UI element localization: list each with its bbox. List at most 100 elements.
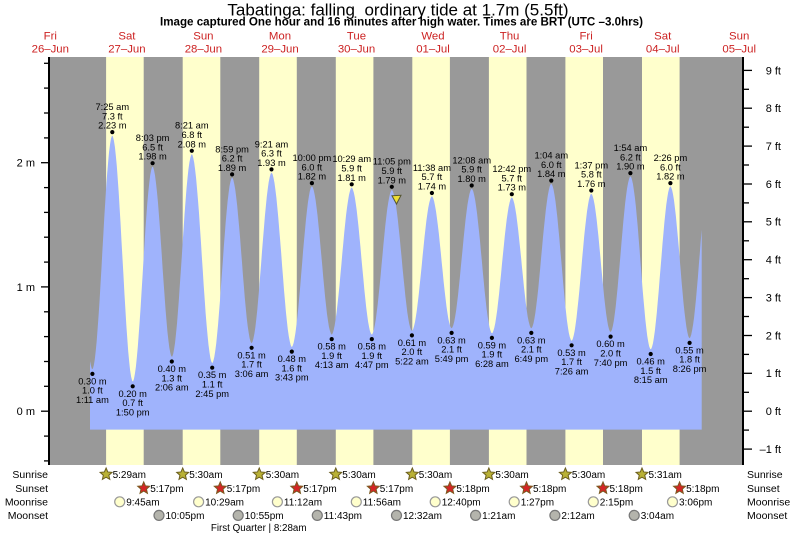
svg-text:6.5 ft: 6.5 ft [142,142,163,152]
svg-text:7 ft: 7 ft [766,141,781,153]
svg-text:2.0 ft: 2.0 ft [402,347,423,357]
svg-text:0.48 m: 0.48 m [278,354,307,364]
svg-text:12:40pm: 12:40pm [442,497,481,508]
svg-text:6.2 ft: 6.2 ft [222,154,243,164]
svg-text:3:04am: 3:04am [641,511,674,522]
svg-text:28–Jun: 28–Jun [185,44,222,56]
svg-text:Sat: Sat [118,31,136,43]
svg-text:5:29am: 5:29am [113,470,146,481]
svg-text:03–Jul: 03–Jul [569,44,603,56]
svg-text:1.82 m: 1.82 m [298,172,327,182]
svg-text:12:32am: 12:32am [403,511,442,522]
svg-text:1.6 ft: 1.6 ft [281,363,302,373]
svg-text:5.7 ft: 5.7 ft [501,173,522,183]
svg-text:0.40 m: 0.40 m [158,364,187,374]
svg-text:29–Jun: 29–Jun [261,44,298,56]
svg-text:1.89 m: 1.89 m [218,163,247,173]
svg-text:1.9 ft: 1.9 ft [482,350,503,360]
svg-text:11:05 pm: 11:05 pm [373,157,411,167]
svg-text:5.8 ft: 5.8 ft [581,170,602,180]
svg-text:9 ft: 9 ft [766,65,781,77]
svg-text:1:37 pm: 1:37 pm [575,160,609,170]
svg-text:12:08 am: 12:08 am [452,155,491,165]
svg-text:2.23 m: 2.23 m [98,121,127,131]
svg-text:5:49 pm: 5:49 pm [435,354,469,364]
svg-text:11:12am: 11:12am [284,497,322,508]
svg-text:2:06 am: 2:06 am [155,383,189,393]
svg-text:01–Jul: 01–Jul [416,44,450,56]
svg-text:4:47 pm: 4:47 pm [355,360,389,370]
svg-text:6.0 ft: 6.0 ft [660,162,681,172]
svg-text:1.82 m: 1.82 m [656,172,685,182]
svg-text:5:30am: 5:30am [266,470,299,481]
svg-text:Fri: Fri [579,31,592,43]
svg-text:1.76 m: 1.76 m [577,179,606,189]
svg-text:5:18pm: 5:18pm [686,484,719,495]
svg-text:1.3 ft: 1.3 ft [161,373,182,383]
svg-text:10:05pm: 10:05pm [166,511,205,522]
svg-text:0 m: 0 m [17,406,35,418]
svg-text:0.61 m: 0.61 m [398,338,427,348]
svg-text:–1 ft: –1 ft [760,444,781,456]
svg-text:0 ft: 0 ft [766,406,781,418]
svg-text:7:25 am: 7:25 am [96,102,130,112]
svg-text:2.1 ft: 2.1 ft [441,345,462,355]
svg-text:2:12am: 2:12am [561,511,594,522]
svg-text:Wed: Wed [421,31,444,43]
svg-text:1.5 ft: 1.5 ft [640,366,661,376]
svg-text:Tabatinga: falling ordinary t: Tabatinga: falling ordinary tide at 1.7m… [227,1,568,20]
svg-text:11:38 am: 11:38 am [413,163,451,173]
svg-text:7.3 ft: 7.3 ft [102,111,123,121]
svg-text:2:15pm: 2:15pm [600,497,633,508]
svg-text:3 ft: 3 ft [766,293,781,305]
svg-text:6.8 ft: 6.8 ft [181,130,202,140]
svg-text:Moonrise: Moonrise [747,497,790,509]
svg-text:6.2 ft: 6.2 ft [620,152,641,162]
svg-text:10:55pm: 10:55pm [245,511,284,522]
svg-text:First Quarter | 8:28am: First Quarter | 8:28am [211,523,307,534]
svg-text:0.7 ft: 0.7 ft [122,398,143,408]
svg-text:5.9 ft: 5.9 ft [461,165,482,175]
svg-text:3:43 pm: 3:43 pm [275,373,309,383]
svg-text:1:21am: 1:21am [482,511,515,522]
svg-text:30–Jun: 30–Jun [338,44,375,56]
svg-text:Sun: Sun [193,31,213,43]
svg-text:5:18pm: 5:18pm [533,484,566,495]
svg-text:0.51 m: 0.51 m [237,350,266,360]
svg-text:0.60 m: 0.60 m [596,339,625,349]
svg-text:6 ft: 6 ft [766,179,781,191]
svg-text:1.98 m: 1.98 m [138,152,167,162]
svg-text:1.8 ft: 1.8 ft [679,355,700,365]
svg-text:1.73 m: 1.73 m [498,183,527,193]
svg-text:10:00 pm: 10:00 pm [293,153,332,163]
svg-text:5 ft: 5 ft [766,217,781,229]
svg-text:6.3 ft: 6.3 ft [261,149,282,159]
svg-text:5:22 am: 5:22 am [395,357,429,367]
svg-text:6.0 ft: 6.0 ft [302,162,323,172]
svg-text:1.84 m: 1.84 m [537,169,566,179]
svg-text:02–Jul: 02–Jul [493,44,527,56]
svg-text:Sunset: Sunset [15,483,48,495]
svg-text:8:26 pm: 8:26 pm [673,364,707,374]
svg-text:3:06pm: 3:06pm [679,497,712,508]
svg-text:5:30am: 5:30am [572,470,605,481]
svg-text:Mon: Mon [269,31,291,43]
svg-text:0.30 m: 0.30 m [78,376,107,386]
svg-text:9:45am: 9:45am [126,497,159,508]
svg-text:1 m: 1 m [17,282,35,294]
svg-text:6:28 am: 6:28 am [475,359,509,369]
svg-text:2.08 m: 2.08 m [178,139,207,149]
svg-text:12:42 pm: 12:42 pm [492,164,531,174]
svg-text:1.74 m: 1.74 m [418,182,447,192]
svg-text:2 m: 2 m [17,158,35,170]
svg-text:0.35 m: 0.35 m [198,370,227,380]
svg-text:7:26 am: 7:26 am [555,366,589,376]
svg-text:05–Jul: 05–Jul [722,44,756,56]
svg-text:Sun: Sun [729,31,749,43]
svg-text:0.46 m: 0.46 m [636,357,665,367]
svg-text:5:30am: 5:30am [419,470,452,481]
svg-text:5.9 ft: 5.9 ft [341,164,362,174]
svg-text:6:49 pm: 6:49 pm [515,354,549,364]
svg-text:4 ft: 4 ft [766,255,781,267]
svg-text:1.0 ft: 1.0 ft [82,386,103,396]
